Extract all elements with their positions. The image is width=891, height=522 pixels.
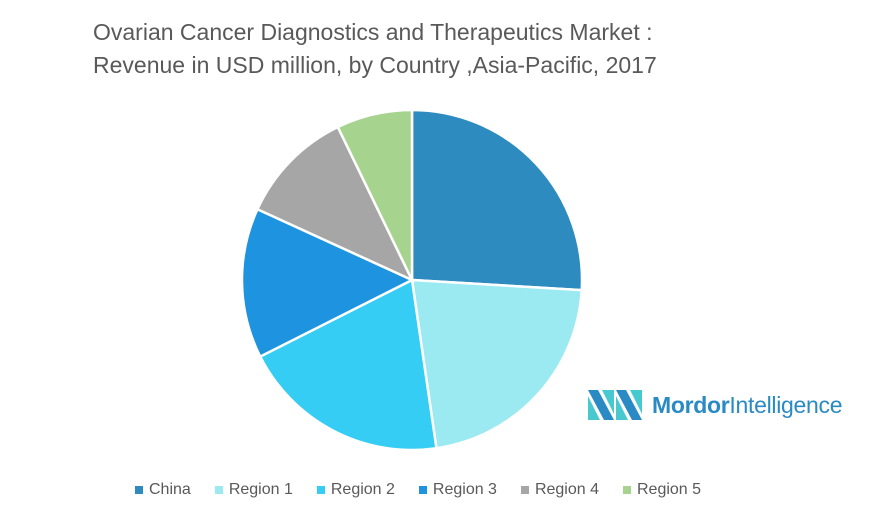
title-line-2: Revenue in USD million, by Country ,Asia…: [93, 52, 657, 78]
legend-item-region-1: Region 1: [214, 481, 293, 499]
pie-slice-china: [410, 108, 584, 292]
legend-item-region-2: Region 2: [316, 481, 395, 499]
legend-label: Region 5: [637, 481, 702, 498]
legend: China Region 1 Region 2 Region 3 Region 4 Reg…: [135, 481, 701, 499]
logo-text-light: Intelligence: [729, 391, 843, 418]
legend-swatch: [418, 486, 427, 494]
pie-slice-region-3: [240, 207, 415, 359]
legend-swatch: [214, 486, 223, 494]
legend-item-china: China: [135, 481, 191, 499]
pie-slice-region-2: [258, 278, 438, 452]
pie-slice-region-5: [336, 108, 414, 281]
logo-mark-icon: [588, 390, 642, 420]
legend-swatch: [520, 486, 529, 494]
pie-slice-region-1: [410, 278, 584, 450]
legend-label: China: [149, 481, 191, 498]
legend-swatch: [316, 486, 325, 494]
pie-slice-region-4: [255, 125, 415, 283]
legend-swatch: [135, 486, 143, 494]
mordor-intelligence-logo: MordorIntelligence: [588, 390, 842, 420]
legend-item-region-3: Region 3: [418, 481, 497, 499]
legend-label: Region 1: [228, 481, 293, 498]
legend-label: Region 4: [534, 481, 599, 498]
legend-item-region-5: Region 5: [623, 481, 701, 499]
legend-item-region-4: Region 4: [520, 481, 599, 499]
legend-label: Region 2: [330, 481, 395, 498]
chart-title: Ovarian Cancer Diagnostics and Therapeut…: [93, 16, 657, 82]
logo-text-bold: Mordor: [652, 391, 730, 418]
title-line-1: Ovarian Cancer Diagnostics and Therapeut…: [93, 19, 653, 45]
legend-label: Region 3: [432, 481, 497, 498]
legend-swatch: [623, 486, 631, 494]
